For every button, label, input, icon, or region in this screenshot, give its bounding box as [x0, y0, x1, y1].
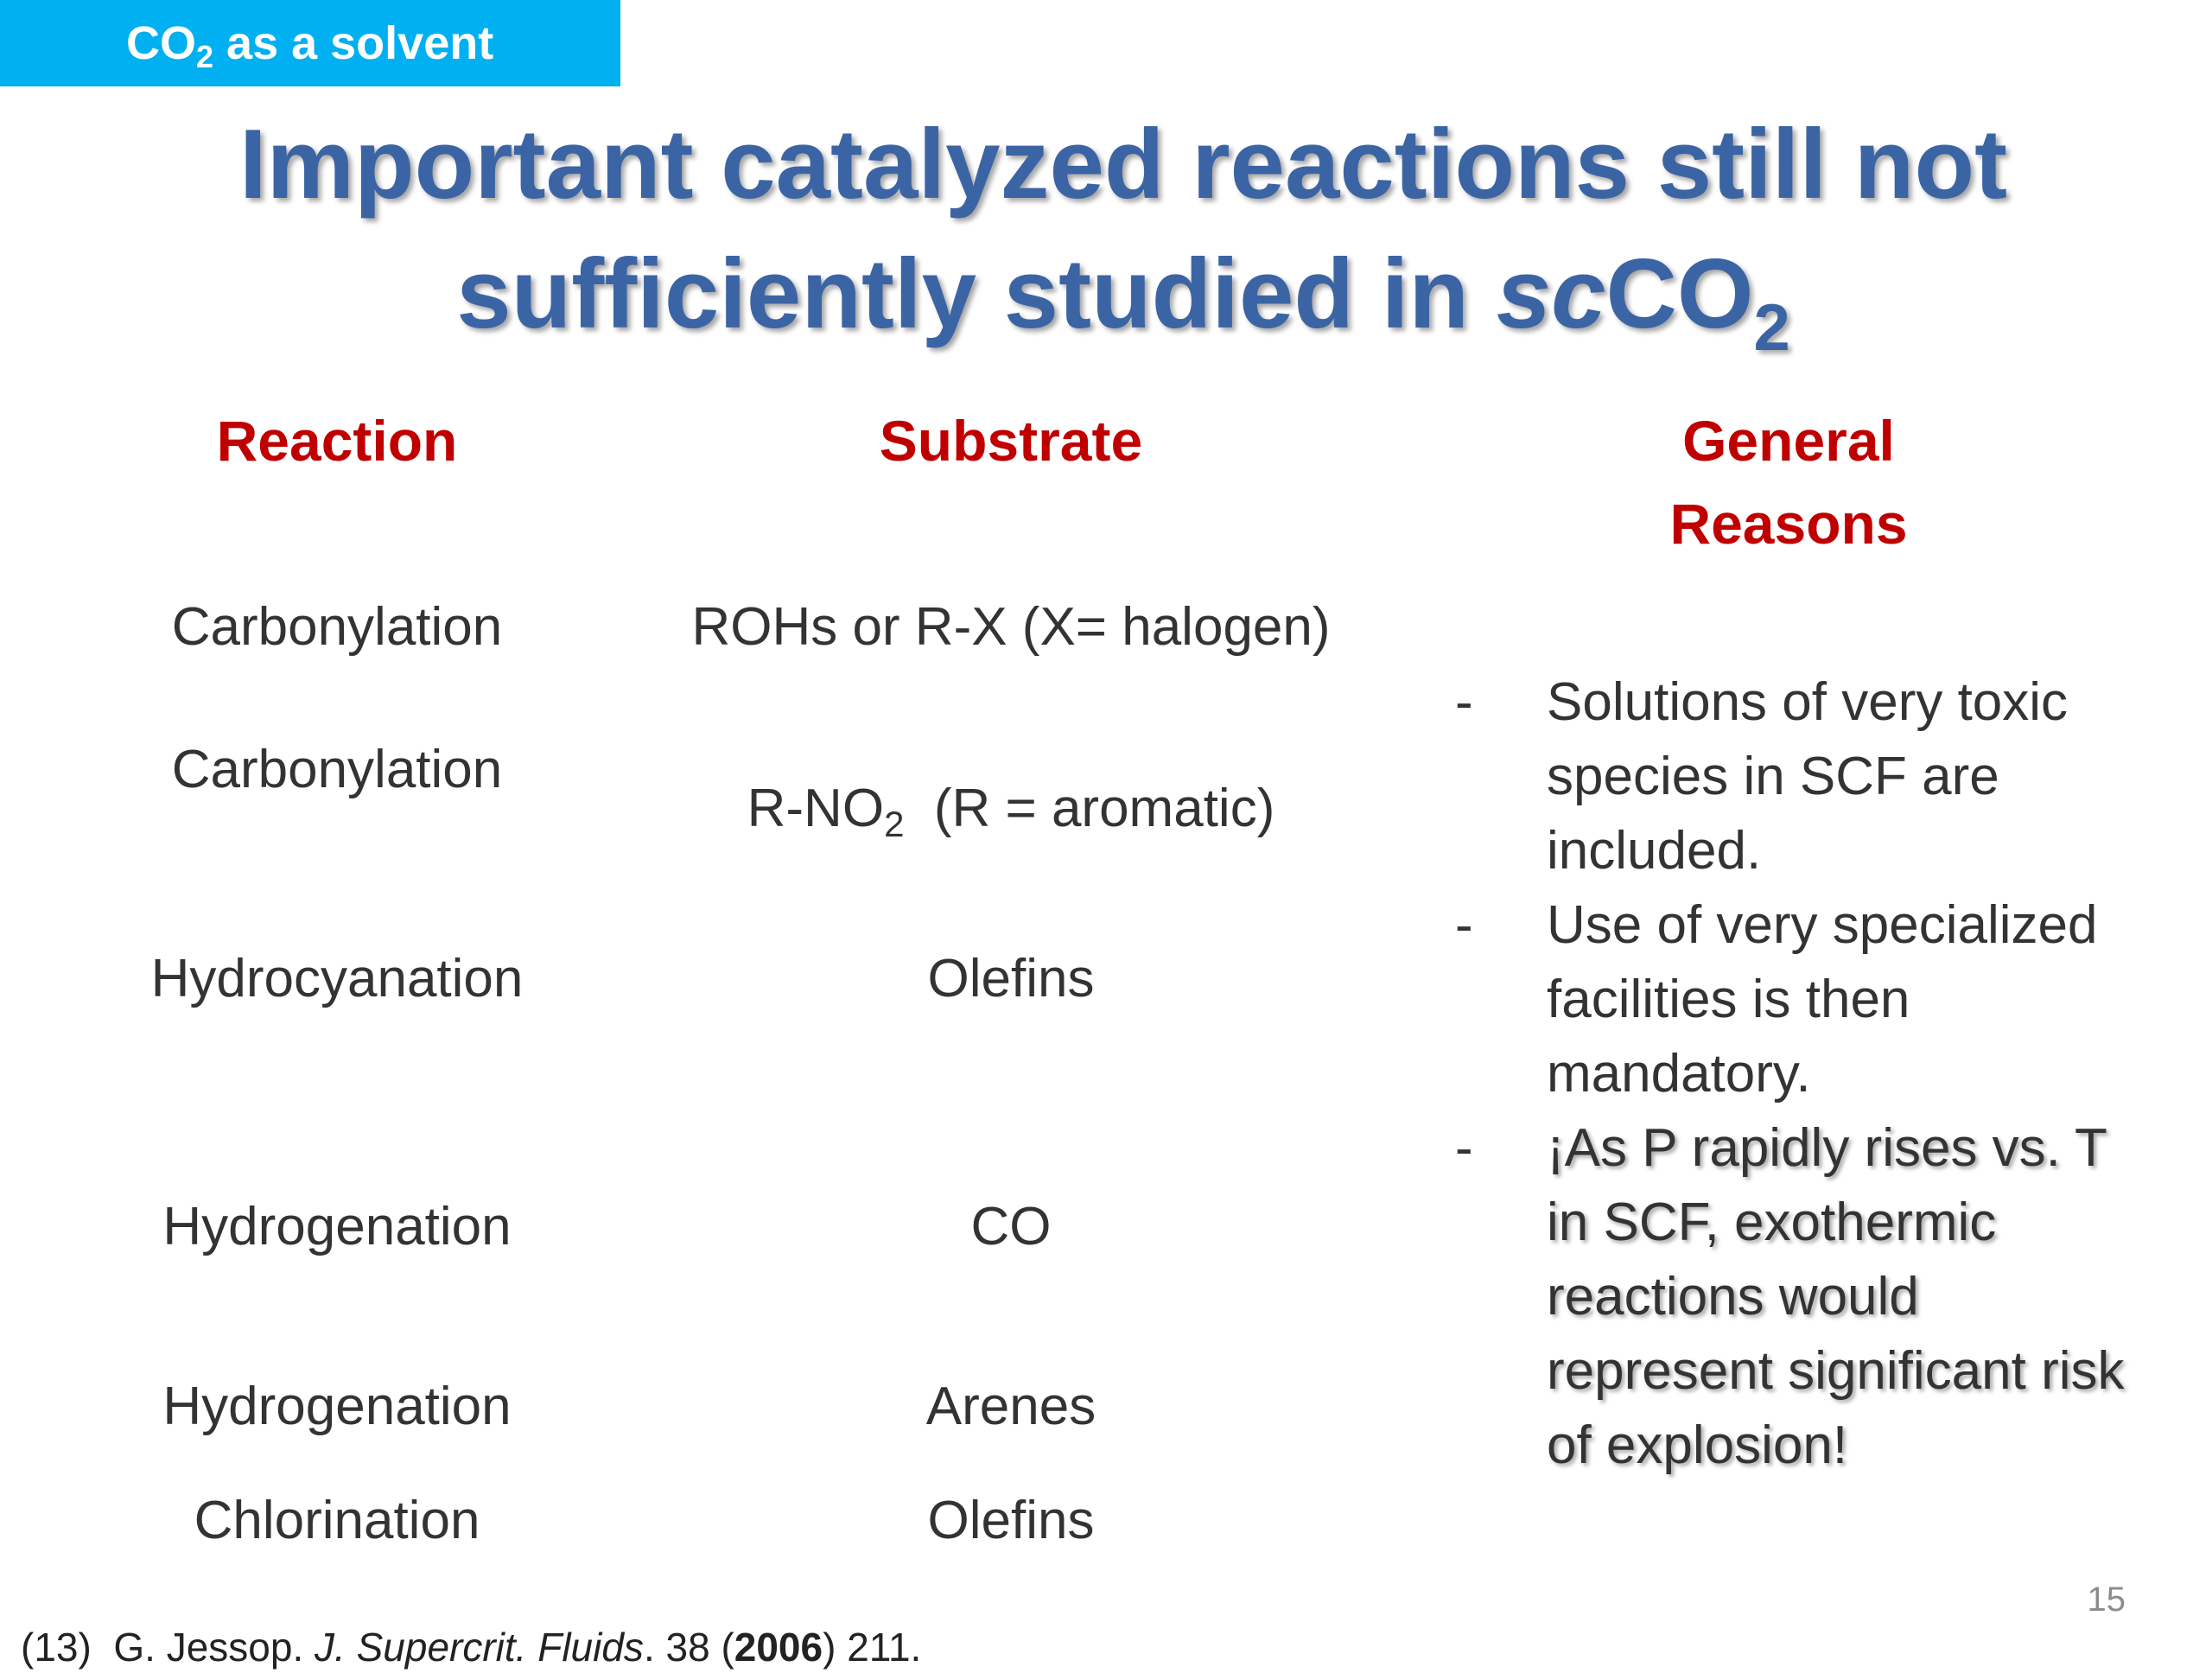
reason-item: - Solutions of very toxic species in SCF…	[1443, 665, 2134, 888]
substrate-cell: Olefins	[927, 1491, 1095, 1550]
general-reasons-list: - Solutions of very toxic species in SCF…	[1443, 665, 2134, 1483]
substrate-cell: Olefins	[927, 949, 1095, 1008]
reason-text: Use of very specialized facilities is th…	[1547, 895, 2098, 1104]
section-tab-prefix: CO	[126, 17, 196, 69]
title-line-2-prefix: sufficiently studied in	[456, 239, 1497, 349]
section-tab-subscript: 2	[196, 39, 214, 74]
reaction-cell: Hydrogenation	[162, 1377, 512, 1436]
reference-author: G. Jessop.	[113, 1625, 304, 1670]
substrate-cell: ROHs or R-X (X= halogen)	[691, 597, 1331, 657]
substrate-subscript: 2	[884, 804, 905, 844]
title-formula: CO	[1605, 239, 1754, 349]
reaction-cell: Hydrogenation	[162, 1197, 512, 1256]
page-number: 15	[2087, 1581, 2126, 1619]
header-substrate: Substrate	[879, 409, 1143, 473]
substrate-prefix: R-NO	[747, 779, 885, 838]
reason-item-emphasized: - ¡As P rapidly rises vs. T in SCF, exot…	[1443, 1111, 2134, 1483]
reference-journal: J. Supercrit. Fluids	[315, 1625, 644, 1670]
reaction-cell: Carbonylation	[171, 597, 503, 657]
section-tab: CO2 as a solvent	[0, 0, 620, 86]
reference-year: 2006	[734, 1625, 823, 1670]
header-reasons-line-2: Reasons	[1669, 492, 1908, 556]
substrate-cell: Arenes	[925, 1377, 1096, 1436]
reason-text: ¡As P rapidly rises vs. T in SCF, exothe…	[1547, 1118, 2125, 1475]
title-line-2: sufficiently studied in scCO2	[138, 230, 2108, 361]
reference-number: (13)	[21, 1625, 92, 1670]
reaction-cell: Carbonylation	[171, 740, 503, 799]
reference-footnote: (13) G. Jessop. J. Supercrit. Fluids. 38…	[21, 1621, 921, 1673]
reaction-cell: Chlorination	[194, 1491, 480, 1550]
reference-volume: . 38 (	[643, 1625, 734, 1670]
title-sc-italic: sc	[1496, 239, 1606, 349]
reason-dash: -	[1455, 672, 1473, 732]
reason-dash: -	[1455, 895, 1473, 955]
header-reasons-line-1: General	[1682, 409, 1895, 473]
reason-text: Solutions of very toxic species in SCF a…	[1547, 672, 2069, 881]
substrate-suffix: (R = aromatic)	[904, 779, 1275, 838]
header-general-reasons: General Reasons	[1521, 399, 2056, 565]
section-tab-suffix: as a solvent	[213, 17, 494, 69]
substrate-cell: CO	[970, 1197, 1052, 1256]
header-reaction: Reaction	[216, 409, 458, 473]
title-subscript: 2	[1753, 291, 1790, 365]
slide-title: Important catalyzed reactions still not …	[138, 100, 2108, 361]
reaction-cell: Hydrocyanation	[150, 949, 524, 1008]
reason-dash: -	[1455, 1118, 1473, 1178]
substrate-cell: R-NO2 (R = aromatic)	[631, 774, 1391, 843]
reference-pages: ) 211.	[823, 1625, 922, 1670]
title-line-1: Important catalyzed reactions still not	[238, 110, 2008, 219]
reason-item: - Use of very specialized facilities is …	[1443, 888, 2134, 1111]
